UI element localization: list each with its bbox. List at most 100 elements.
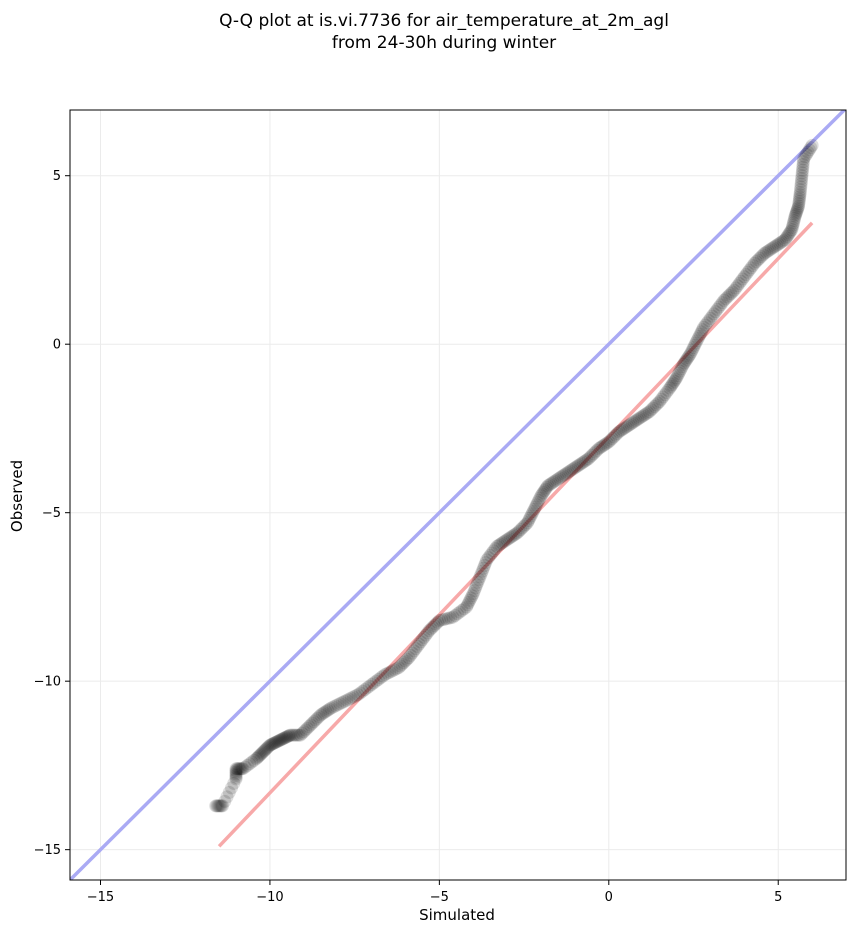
quantile-point	[475, 564, 489, 578]
quantile-point	[697, 320, 711, 334]
quantile-point	[684, 345, 698, 359]
quantile-point	[446, 610, 460, 624]
quantile-point	[218, 794, 232, 808]
quantile-point	[322, 702, 336, 716]
quantile-point	[378, 667, 392, 681]
quantile-point	[626, 416, 640, 430]
quantile-point	[799, 147, 813, 161]
quantile-point	[742, 263, 756, 277]
quantile-point	[682, 349, 696, 363]
quantile-point	[724, 287, 738, 301]
quantile-point	[347, 690, 361, 704]
quantile-point	[512, 524, 526, 538]
quantile-point	[380, 666, 394, 680]
quantile-point	[677, 356, 691, 370]
quantile-point	[602, 435, 616, 449]
quantile-point	[785, 223, 799, 237]
quantile-point	[502, 532, 516, 546]
quantile-point	[215, 799, 229, 813]
quantile-point	[450, 607, 464, 621]
quantile-point	[238, 760, 252, 774]
quantile-point	[764, 242, 778, 256]
quantile-point	[539, 482, 553, 496]
quantile-point	[304, 718, 318, 732]
quantile-point	[622, 418, 636, 432]
quantile-point	[487, 544, 501, 558]
quantile-point	[692, 329, 706, 343]
quantile-point	[229, 769, 243, 783]
quantile-point	[522, 514, 536, 528]
quantile-point	[235, 762, 249, 776]
quantile-point	[661, 383, 675, 397]
quantile-point	[264, 738, 278, 752]
quantile-point	[603, 433, 617, 447]
quantile-point	[729, 281, 743, 295]
quantile-point	[481, 551, 495, 565]
quantile-point	[674, 362, 688, 376]
quantile-point	[795, 172, 809, 186]
quantile-point	[641, 406, 655, 420]
quantile-point	[600, 436, 614, 450]
quantile-point	[620, 419, 634, 433]
quantile-point	[292, 728, 306, 742]
quantile-point	[495, 536, 509, 550]
quantile-point	[402, 651, 416, 665]
quantile-point	[254, 747, 268, 761]
quantile-point	[632, 411, 646, 425]
quantile-point	[333, 697, 347, 711]
quantile-point	[510, 526, 524, 540]
quantile-point	[680, 352, 694, 366]
quantile-point	[314, 708, 328, 722]
quantile-points	[209, 138, 819, 813]
quantile-point	[260, 742, 274, 756]
quantile-point	[590, 443, 604, 457]
quantile-point	[371, 672, 385, 686]
quantile-point	[274, 733, 288, 747]
quantile-point	[565, 463, 579, 477]
quantile-point	[240, 758, 254, 772]
quantile-point	[328, 699, 342, 713]
y-tick-label: 0	[53, 338, 61, 353]
quantile-point	[690, 334, 704, 348]
quantile-point	[702, 314, 716, 328]
quantile-point	[671, 369, 685, 383]
fit-line	[217, 221, 814, 848]
y-axis-label: Observed	[8, 460, 26, 532]
quantile-point	[335, 696, 349, 710]
quantile-point	[580, 453, 594, 467]
quantile-point	[488, 542, 502, 556]
quantile-point	[540, 480, 554, 494]
quantile-point	[759, 245, 773, 259]
quantile-point	[541, 479, 555, 493]
x-axis-label: Simulated	[419, 906, 495, 924]
quantile-point	[524, 509, 538, 523]
quantile-point	[342, 692, 356, 706]
quantile-point	[693, 327, 707, 341]
quantile-point	[761, 244, 775, 258]
quantile-point	[556, 469, 570, 483]
quantile-point	[651, 396, 665, 410]
quantile-point	[537, 484, 551, 498]
x-tick-label: −5	[430, 890, 449, 905]
quantile-point	[310, 711, 324, 725]
quantile-point	[514, 523, 528, 537]
quantile-point	[532, 493, 546, 507]
quantile-point	[663, 381, 677, 395]
quantile-point	[719, 292, 733, 306]
quantile-point	[255, 746, 269, 760]
quantile-point	[520, 516, 534, 530]
quantile-point	[797, 152, 811, 166]
quantile-point	[639, 407, 653, 421]
quantile-point	[262, 739, 276, 753]
quantile-point	[787, 214, 801, 228]
quantile-point	[290, 728, 304, 742]
quantile-point	[673, 364, 687, 378]
quantile-point	[668, 373, 682, 387]
quantile-point	[214, 799, 228, 813]
quantile-point	[725, 285, 739, 299]
quantile-point	[523, 511, 537, 525]
quantile-point	[559, 466, 573, 480]
quantile-point	[766, 241, 780, 255]
quantile-point	[548, 474, 562, 488]
chart-title-line-1: Q-Q plot at is.vi.7736 for air_temperatu…	[219, 11, 669, 31]
